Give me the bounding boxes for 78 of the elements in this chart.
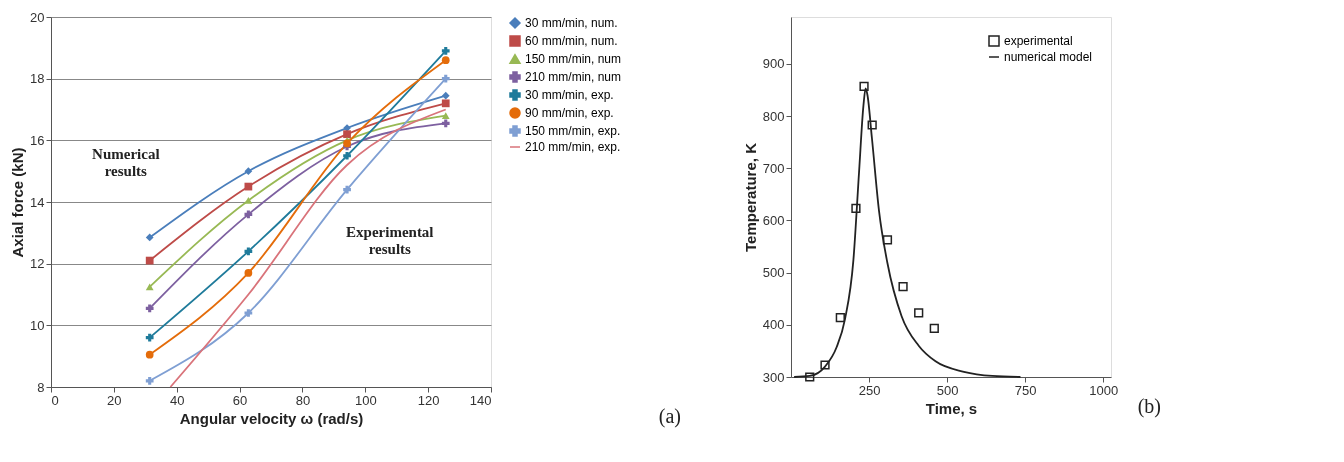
- point: [244, 182, 253, 191]
- text: (a): [658, 405, 681, 428]
- point: [145, 350, 154, 359]
- point: [244, 197, 253, 204]
- y-tick-label: 600: [762, 212, 785, 228]
- x-tick-label: 500: [936, 382, 959, 398]
- x-tick-label: 40: [169, 392, 185, 408]
- legend-label: 210 mm/min, num: [525, 70, 622, 84]
- x-tick-label: 250: [858, 382, 881, 398]
- x-tick-label: 60: [232, 392, 248, 408]
- legend-label: experimental: [1004, 34, 1073, 48]
- legend-label: 60 mm/min, num.: [525, 34, 618, 48]
- y-tick-label: 8: [37, 379, 45, 395]
- point: [441, 56, 450, 65]
- legend-label: 30 mm/min, num.: [525, 16, 618, 30]
- point: [867, 120, 877, 130]
- y-axis-title: Temperature, K: [741, 142, 759, 252]
- point: [145, 256, 154, 265]
- y-tick-label: 16: [30, 132, 45, 148]
- point: [441, 119, 450, 128]
- point: [882, 235, 893, 245]
- point: [244, 210, 253, 219]
- y-tick-label: 18: [30, 71, 45, 87]
- y-tick-label: 14: [30, 194, 45, 210]
- point: [441, 91, 450, 100]
- text: (b): [1137, 395, 1161, 418]
- point: [929, 323, 939, 334]
- point: [851, 203, 861, 214]
- annotation: Numerical results: [92, 145, 160, 179]
- point: [914, 308, 924, 318]
- x-tick-label: 1000: [1089, 382, 1119, 398]
- point: [145, 304, 154, 313]
- x-tick-label: 100: [354, 392, 377, 408]
- point: [145, 333, 154, 342]
- point: [820, 360, 830, 370]
- legend-label: 150 mm/min, exp.: [525, 124, 621, 138]
- point: [244, 167, 253, 176]
- x-tick-label: 0: [51, 392, 59, 408]
- legend-label: 90 mm/min, exp.: [525, 106, 614, 120]
- point: [244, 309, 253, 317]
- y-tick-label: 20: [30, 9, 45, 25]
- y-tick-label: 500: [762, 265, 785, 281]
- point: [343, 130, 351, 139]
- point: [244, 247, 253, 256]
- legend-label: 210 mm/min, exp.: [525, 140, 621, 154]
- legend-label: 30 mm/min, exp.: [525, 88, 614, 102]
- point: [343, 185, 351, 194]
- point: [145, 376, 154, 385]
- point: [835, 312, 845, 323]
- point: [859, 81, 869, 92]
- y-tick-label: 800: [762, 108, 785, 124]
- y-tick-label: 300: [762, 369, 785, 385]
- y-tick-label: 400: [762, 317, 785, 333]
- point: [441, 99, 450, 108]
- point: [898, 282, 908, 292]
- x-tick-label: 140: [469, 392, 492, 408]
- y-tick-label: 12: [30, 256, 45, 272]
- y-tick-label: 900: [762, 56, 785, 72]
- legend-label: 150 mm/min, num: [525, 52, 622, 66]
- point: [441, 47, 450, 55]
- x-axis-title: Angular velocity ω (rad/s): [179, 409, 364, 427]
- point: [441, 74, 450, 83]
- x-axis-title: Time, s: [925, 399, 978, 417]
- point: [244, 269, 253, 277]
- x-tick-label: 20: [107, 392, 122, 408]
- y-tick-label: 700: [762, 160, 785, 176]
- point: [441, 112, 450, 120]
- point: [145, 233, 154, 242]
- point: [145, 283, 154, 291]
- annotation: Experimental results: [346, 223, 434, 257]
- legend-label: numerical model: [1004, 50, 1093, 64]
- point: [805, 372, 815, 382]
- x-tick-label: 80: [295, 392, 311, 408]
- y-tick-label: 10: [30, 317, 45, 333]
- point: [343, 151, 351, 160]
- x-tick-label: 750: [1014, 382, 1037, 398]
- x-tick-label: 120: [417, 392, 440, 408]
- y-axis-title: Axial force (kN): [9, 147, 27, 258]
